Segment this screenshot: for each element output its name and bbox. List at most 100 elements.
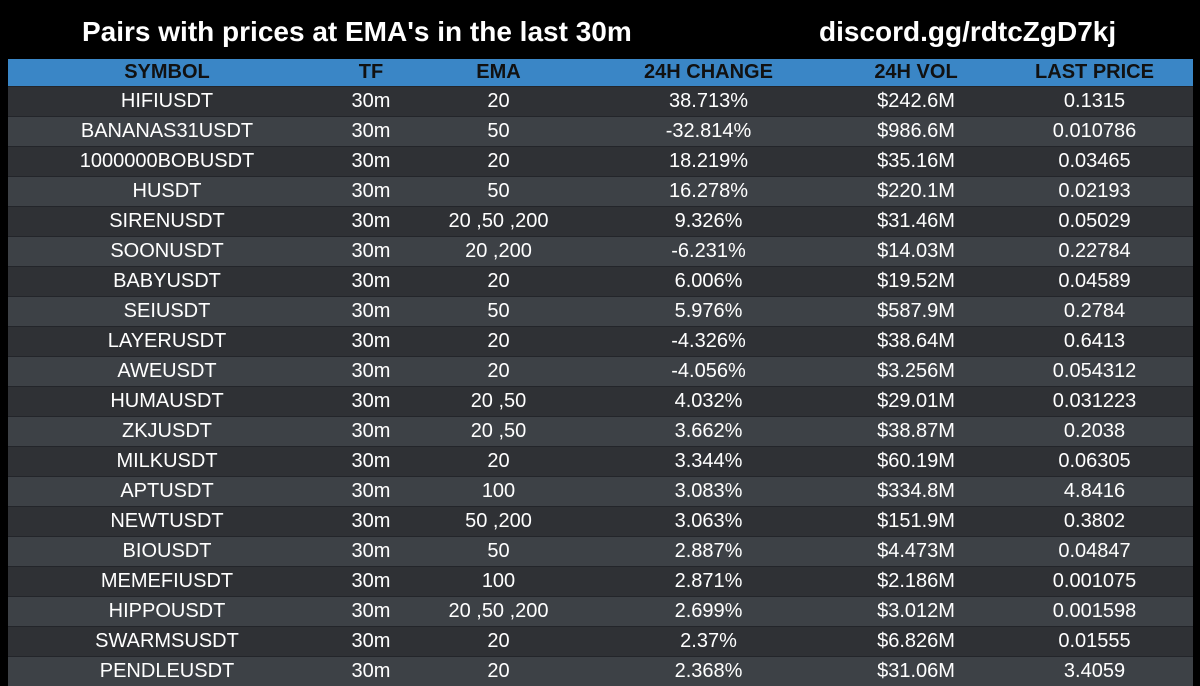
cell-ema: 50 ,200	[416, 507, 581, 537]
cell-tf: 30m	[326, 537, 416, 567]
cell-last-price: 4.8416	[996, 477, 1193, 507]
cell-tf: 30m	[326, 627, 416, 657]
cell-ema: 50	[416, 297, 581, 327]
cell-tf: 30m	[326, 207, 416, 237]
cell-last-price: 0.2784	[996, 297, 1193, 327]
cell-24h-vol: $4.473M	[836, 537, 996, 567]
cell-tf: 30m	[326, 327, 416, 357]
cell-24h-vol: $220.1M	[836, 177, 996, 207]
cell-ema: 20	[416, 627, 581, 657]
cell-last-price: 0.04847	[996, 537, 1193, 567]
cell-tf: 30m	[326, 597, 416, 627]
cell-24h-change: 38.713%	[581, 87, 836, 117]
cell-symbol: SOONUSDT	[8, 237, 326, 267]
cell-24h-change: -6.231%	[581, 237, 836, 267]
cell-ema: 50	[416, 117, 581, 147]
cell-symbol: PENDLEUSDT	[8, 657, 326, 686]
cell-tf: 30m	[326, 297, 416, 327]
cell-symbol: AWEUSDT	[8, 357, 326, 387]
cell-24h-change: -32.814%	[581, 117, 836, 147]
column-header-24h-vol[interactable]: 24H VOL	[836, 59, 996, 87]
cell-symbol: SWARMSUSDT	[8, 627, 326, 657]
cell-last-price: 0.06305	[996, 447, 1193, 477]
cell-last-price: 0.1315	[996, 87, 1193, 117]
discord-invite-link[interactable]: discord.gg/rdtcZgD7kj	[819, 14, 1116, 50]
column-header-symbol[interactable]: SYMBOL	[8, 59, 326, 87]
cell-24h-vol: $986.6M	[836, 117, 996, 147]
cell-ema: 20	[416, 267, 581, 297]
cell-symbol: BABYUSDT	[8, 267, 326, 297]
column-header-ema[interactable]: EMA	[416, 59, 581, 87]
cell-24h-vol: $31.46M	[836, 207, 996, 237]
cell-tf: 30m	[326, 387, 416, 417]
cell-tf: 30m	[326, 477, 416, 507]
cell-24h-vol: $334.8M	[836, 477, 996, 507]
cell-symbol: MEMEFIUSDT	[8, 567, 326, 597]
cell-24h-change: 3.344%	[581, 447, 836, 477]
cell-ema: 20 ,50 ,200	[416, 597, 581, 627]
cell-24h-vol: $3.256M	[836, 357, 996, 387]
cell-24h-vol: $587.9M	[836, 297, 996, 327]
cell-symbol: BANANAS31USDT	[8, 117, 326, 147]
column-header-24h-change[interactable]: 24H CHANGE	[581, 59, 836, 87]
ema-pairs-table-container: SYMBOL TF EMA 24H CHANGE 24H VOL LAST PR…	[8, 59, 1193, 686]
cell-last-price: 0.001075	[996, 567, 1193, 597]
cell-24h-change: 3.662%	[581, 417, 836, 447]
cell-last-price: 0.2038	[996, 417, 1193, 447]
cell-symbol: HUSDT	[8, 177, 326, 207]
cell-24h-change: 18.219%	[581, 147, 836, 177]
cell-24h-vol: $38.64M	[836, 327, 996, 357]
cell-tf: 30m	[326, 147, 416, 177]
cell-last-price: 0.02193	[996, 177, 1193, 207]
cell-tf: 30m	[326, 87, 416, 117]
cell-ema: 100	[416, 477, 581, 507]
cell-symbol: BIOUSDT	[8, 537, 326, 567]
cell-symbol: SIRENUSDT	[8, 207, 326, 237]
cell-24h-change: 16.278%	[581, 177, 836, 207]
cell-ema: 20	[416, 357, 581, 387]
cell-ema: 20	[416, 447, 581, 477]
cell-24h-change: 2.368%	[581, 657, 836, 686]
table-header-row: SYMBOL TF EMA 24H CHANGE 24H VOL LAST PR…	[8, 59, 1193, 87]
cell-last-price: 0.031223	[996, 387, 1193, 417]
cell-tf: 30m	[326, 237, 416, 267]
cell-24h-vol: $2.186M	[836, 567, 996, 597]
cell-last-price: 0.010786	[996, 117, 1193, 147]
cell-24h-vol: $60.19M	[836, 447, 996, 477]
cell-symbol: HIPPOUSDT	[8, 597, 326, 627]
column-header-tf[interactable]: TF	[326, 59, 416, 87]
column-header-last-price[interactable]: LAST PRICE	[996, 59, 1193, 87]
cell-ema: 20 ,50 ,200	[416, 207, 581, 237]
cell-tf: 30m	[326, 117, 416, 147]
cell-24h-change: -4.326%	[581, 327, 836, 357]
cell-24h-vol: $14.03M	[836, 237, 996, 267]
cell-last-price: 0.001598	[996, 597, 1193, 627]
cell-24h-change: 2.871%	[581, 567, 836, 597]
cell-24h-vol: $38.87M	[836, 417, 996, 447]
cell-24h-change: -4.056%	[581, 357, 836, 387]
cell-symbol: HUMAUSDT	[8, 387, 326, 417]
cell-ema: 20 ,50	[416, 417, 581, 447]
cell-24h-change: 9.326%	[581, 207, 836, 237]
cell-ema: 20	[416, 657, 581, 686]
